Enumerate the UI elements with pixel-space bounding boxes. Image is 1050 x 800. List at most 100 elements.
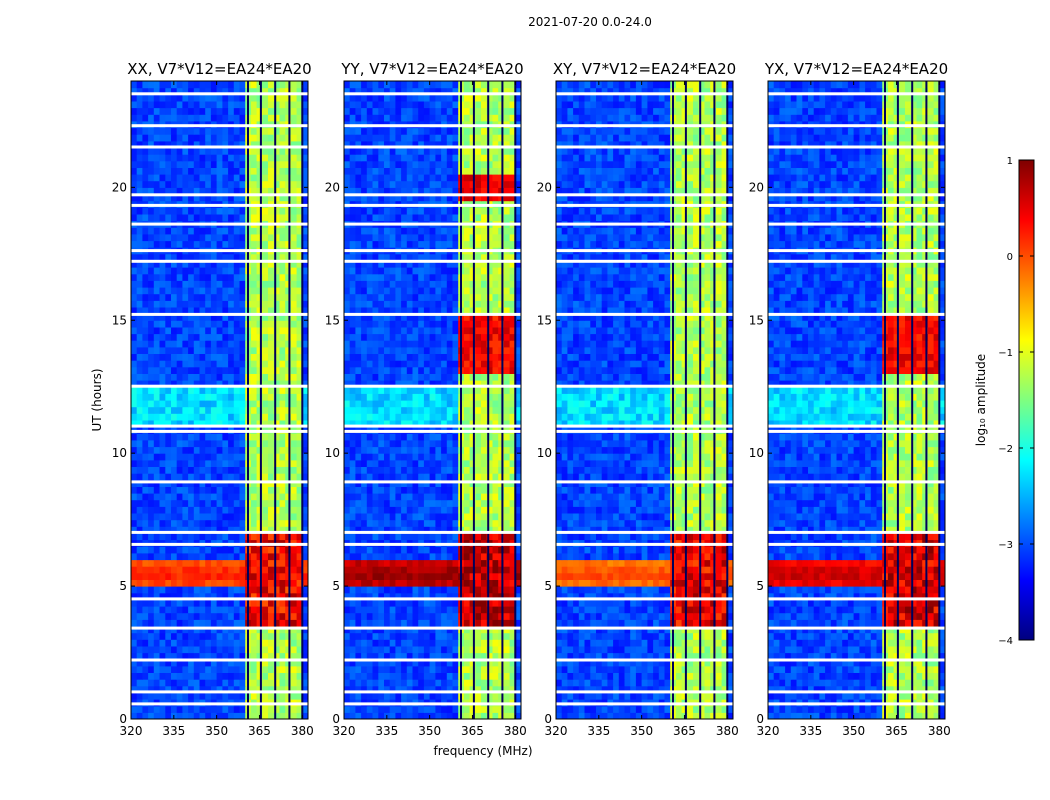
heatmap-cell <box>222 127 229 135</box>
heatmap-cell <box>469 499 476 507</box>
heatmap-cell <box>182 253 189 261</box>
heatmap-cell <box>159 645 166 654</box>
heatmap-cell <box>136 446 143 454</box>
heatmap-cell <box>250 267 258 275</box>
heatmap-cell <box>171 240 178 248</box>
heatmap-cell <box>262 227 269 235</box>
heatmap-cell <box>216 446 223 454</box>
heatmap-cell <box>153 326 161 335</box>
heatmap-cell <box>372 333 379 341</box>
heatmap-cell <box>509 685 516 693</box>
heatmap-cell <box>153 606 161 614</box>
heatmap-cell <box>355 665 362 673</box>
heatmap-cell <box>159 692 166 700</box>
heatmap-cell <box>205 280 212 288</box>
heatmap-cell <box>515 406 521 414</box>
heatmap-cell <box>285 459 292 467</box>
heatmap-cell <box>228 506 235 514</box>
heatmap-cell <box>233 287 241 295</box>
heatmap-cell <box>233 606 241 614</box>
heatmap-cell <box>378 559 385 567</box>
heatmap-cell <box>199 253 206 261</box>
heatmap-cell <box>285 366 292 374</box>
heatmap-cell <box>509 353 516 361</box>
heatmap-cell <box>268 140 275 148</box>
heatmap-cell <box>302 353 308 361</box>
heatmap-cell <box>148 606 155 614</box>
heatmap-cell <box>131 672 138 680</box>
heatmap-cell <box>210 326 218 335</box>
heatmap-cell <box>441 659 448 667</box>
heatmap-cell <box>193 566 201 574</box>
heatmap-cell <box>273 207 280 215</box>
heatmap-cell <box>285 705 292 713</box>
heatmap-cell <box>216 459 223 467</box>
heatmap-cell <box>256 386 263 394</box>
heatmap-cell <box>199 326 206 335</box>
heatmap-cell <box>389 639 396 647</box>
heatmap-cell <box>389 499 396 507</box>
heatmap-cell <box>268 513 275 521</box>
heatmap-cell <box>406 340 414 348</box>
heatmap-cell <box>406 692 414 700</box>
heatmap-cell <box>429 659 436 667</box>
heatmap-cell <box>131 333 138 341</box>
heatmap-cell <box>503 705 511 713</box>
heatmap-cell <box>216 100 223 109</box>
heatmap-cell <box>193 320 201 328</box>
heatmap-cell <box>233 672 241 680</box>
heatmap-cell <box>233 340 241 348</box>
heatmap-cell <box>131 572 138 580</box>
heatmap-cell <box>273 665 280 673</box>
heatmap-cell <box>159 466 166 474</box>
heatmap-cell <box>182 353 189 361</box>
heatmap-cell <box>256 213 263 222</box>
heatmap-cell <box>344 606 351 614</box>
heatmap-cell <box>193 586 201 594</box>
heatmap-cell <box>355 439 362 448</box>
heatmap-cell <box>142 612 149 620</box>
heatmap-cell <box>481 645 488 654</box>
heatmap-cell <box>159 127 166 135</box>
heatmap-cell <box>171 519 178 527</box>
heatmap-cell <box>171 140 178 148</box>
heatmap-cell <box>136 665 143 673</box>
heatmap-cell <box>515 313 521 321</box>
heatmap-cell <box>148 300 155 308</box>
heatmap-cell <box>355 446 362 454</box>
heatmap-cell <box>142 433 149 441</box>
heatmap-cell <box>296 406 303 414</box>
heatmap-cell <box>423 513 431 521</box>
heatmap-cell <box>463 679 471 687</box>
heatmap-cell <box>384 459 391 467</box>
heatmap-cell <box>498 679 505 687</box>
heatmap-cell <box>492 433 499 441</box>
heatmap-cell <box>193 486 201 494</box>
heatmap-cell <box>131 160 138 168</box>
heatmap-cell <box>446 340 454 348</box>
heatmap-cell <box>250 433 258 441</box>
heatmap-cell <box>262 174 269 182</box>
heatmap-cell <box>515 419 521 428</box>
heatmap-cell <box>262 300 269 308</box>
heatmap-cell <box>384 652 391 660</box>
heatmap-cell <box>193 287 201 295</box>
heatmap-cell <box>273 353 280 361</box>
heatmap-cell <box>148 586 155 594</box>
heatmap-cell <box>418 406 425 414</box>
heatmap-cell <box>355 473 362 481</box>
heatmap-cell <box>131 194 138 202</box>
heatmap-cell <box>441 532 448 541</box>
heatmap-cell <box>498 685 505 693</box>
heatmap-cell <box>395 592 402 600</box>
heatmap-cell <box>182 180 189 188</box>
heatmap-cell <box>199 100 206 109</box>
heatmap-cell <box>279 380 286 388</box>
heatmap-cell <box>279 712 286 719</box>
heatmap-cell <box>165 665 172 673</box>
heatmap-cell <box>210 147 218 155</box>
heatmap-cell <box>412 659 419 667</box>
heatmap-cell <box>435 313 442 321</box>
heatmap-cell <box>233 333 241 341</box>
heatmap-cell <box>492 599 499 607</box>
